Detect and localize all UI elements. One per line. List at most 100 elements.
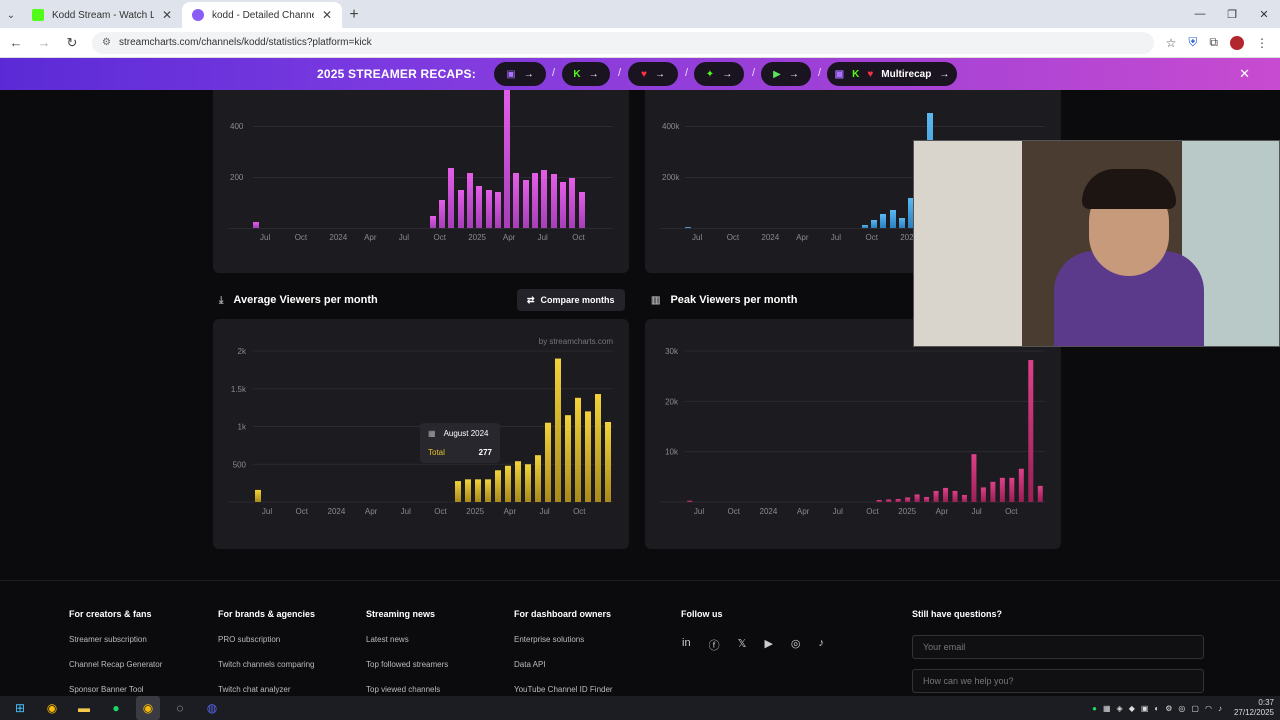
tray-icon[interactable]: ▦	[1102, 703, 1111, 713]
close-banner-icon[interactable]: ✕	[1239, 66, 1250, 81]
spotify-tray-icon[interactable]: ●	[1092, 703, 1097, 713]
recap-twitch-button[interactable]: ▣ →	[494, 62, 546, 86]
bar[interactable]	[565, 415, 571, 502]
bar[interactable]	[886, 499, 892, 502]
bar[interactable]	[1018, 468, 1024, 502]
bar[interactable]	[1028, 360, 1034, 502]
forward-icon[interactable]: →	[37, 35, 51, 50]
bar[interactable]	[1009, 477, 1015, 502]
bar[interactable]	[465, 479, 471, 502]
bar[interactable]	[555, 358, 561, 502]
bar[interactable]	[952, 490, 958, 502]
footer-link[interactable]: PRO subscription	[218, 635, 281, 644]
compare-months-button[interactable]: ⇄ Compare months	[517, 289, 625, 311]
footer-link[interactable]: Enterprise solutions	[514, 635, 585, 644]
footer-link[interactable]: Top followed streamers	[366, 660, 449, 669]
recap-rumble-button[interactable]: ▶ →	[761, 62, 811, 86]
profile-avatar[interactable]	[1230, 35, 1244, 50]
linkedin-icon[interactable]: in	[682, 637, 691, 649]
bookmark-star-icon[interactable]: ☆	[1165, 35, 1177, 50]
footer-link[interactable]: Top viewed channels	[366, 685, 441, 694]
chart-icon[interactable]: ▥	[651, 294, 661, 306]
bar[interactable]	[687, 500, 693, 502]
bar[interactable]	[876, 499, 882, 502]
new-tab-button[interactable]: +	[349, 6, 359, 23]
close-window-icon[interactable]: ✕	[1259, 8, 1269, 21]
email-field[interactable]: Your email	[912, 635, 1204, 659]
spotify-icon[interactable]: ●	[112, 701, 120, 715]
footer-link[interactable]: Data API	[514, 660, 546, 669]
footer-link[interactable]: Twitch chat analyzer	[218, 685, 291, 694]
tray-icon[interactable]: ▢	[1191, 703, 1199, 713]
download-icon[interactable]: ⤓	[219, 294, 224, 306]
extension-shield-icon[interactable]: ⛨	[1188, 35, 1198, 49]
extensions-puzzle-icon[interactable]: ⧉	[1209, 35, 1218, 49]
bar[interactable]	[1037, 485, 1043, 502]
bar[interactable]	[905, 497, 911, 502]
recap-kick-button[interactable]: K →	[562, 62, 610, 86]
file-explorer-icon[interactable]: ▬	[78, 701, 90, 715]
url-input[interactable]: ⚙ streamcharts.com/channels/kodd/statist…	[92, 31, 1154, 54]
close-tab-icon[interactable]: ✕	[161, 8, 172, 22]
tab-streamcharts[interactable]: kodd - Detailed Channel Viewe ✕	[182, 2, 342, 28]
chrome-active-icon[interactable]: ◉	[136, 696, 160, 720]
footer-link[interactable]: Channel Recap Generator	[69, 660, 163, 669]
bar[interactable]	[255, 489, 261, 502]
footer-link[interactable]: Streamer subscription	[69, 635, 147, 644]
windows-start-icon[interactable]: ⊞	[14, 701, 26, 715]
bar[interactable]	[485, 479, 491, 502]
bar[interactable]	[895, 498, 901, 502]
tray-icon[interactable]: ◆	[1128, 703, 1135, 713]
tray-icon[interactable]: ◈	[1116, 703, 1123, 713]
bar[interactable]	[575, 397, 581, 502]
bar[interactable]	[585, 411, 591, 502]
recap-other-button[interactable]: ✦ →	[694, 62, 744, 86]
bar[interactable]	[495, 470, 501, 502]
bar[interactable]	[515, 461, 521, 502]
footer-link[interactable]: YouTube Channel ID Finder	[514, 685, 613, 694]
menu-kebab-icon[interactable]: ⋮	[1256, 35, 1268, 50]
tiktok-icon[interactable]: ♪	[818, 637, 825, 649]
bar[interactable]	[990, 481, 996, 502]
help-message-field[interactable]: How can we help you?	[912, 669, 1204, 693]
facebook-icon[interactable]: ⓕ	[708, 640, 720, 652]
recap-youtube-button[interactable]: ♥ →	[628, 62, 678, 86]
bar[interactable]	[943, 487, 949, 502]
instagram-icon[interactable]: ◎	[790, 638, 801, 650]
network-icon[interactable]: ◠	[1204, 703, 1212, 713]
bar[interactable]	[475, 479, 481, 502]
footer-link[interactable]: Twitch channels comparing	[218, 660, 315, 669]
bar[interactable]	[455, 481, 461, 502]
tray-icon[interactable]: ⚙	[1165, 703, 1173, 713]
chrome-icon[interactable]: ◉	[46, 701, 58, 715]
site-info-icon[interactable]: ⚙	[102, 37, 111, 48]
volume-icon[interactable]: ♪	[1217, 703, 1222, 713]
reload-icon[interactable]: ↻	[66, 34, 78, 50]
discord-icon[interactable]: ◍	[206, 701, 218, 715]
tab-search-icon[interactable]: ⌄	[6, 9, 16, 21]
x-twitter-icon[interactable]: 𝕏	[737, 638, 747, 650]
bar[interactable]	[545, 422, 551, 502]
bar[interactable]	[961, 494, 967, 502]
system-clock[interactable]: 0:37 27/12/2025	[1234, 698, 1274, 718]
tab-kodd-stream[interactable]: Kodd Stream - Watch Live on K ✕	[22, 2, 182, 28]
bar[interactable]	[605, 421, 611, 502]
restore-icon[interactable]: ❐	[1227, 8, 1237, 21]
bar[interactable]	[914, 494, 920, 502]
bar[interactable]	[980, 487, 986, 502]
bar[interactable]	[525, 464, 531, 502]
bar[interactable]	[933, 490, 939, 502]
tray-icon[interactable]: ▣	[1140, 703, 1149, 713]
multirecap-button[interactable]: ▣ K ♥ Multirecap →	[827, 62, 957, 86]
bar[interactable]	[505, 465, 511, 502]
bar[interactable]	[971, 454, 977, 502]
tray-icon[interactable]: ◎	[1178, 703, 1186, 713]
tray-icon[interactable]: ◐	[1154, 703, 1160, 713]
footer-link[interactable]: Sponsor Banner Tool	[69, 685, 144, 694]
footer-link[interactable]: Latest news	[366, 635, 409, 644]
bar[interactable]	[535, 455, 541, 502]
youtube-icon[interactable]: ▶	[764, 638, 773, 650]
obs-icon[interactable]: ◌	[176, 701, 184, 715]
minimize-icon[interactable]: —	[1194, 8, 1206, 20]
bar[interactable]	[595, 394, 601, 502]
